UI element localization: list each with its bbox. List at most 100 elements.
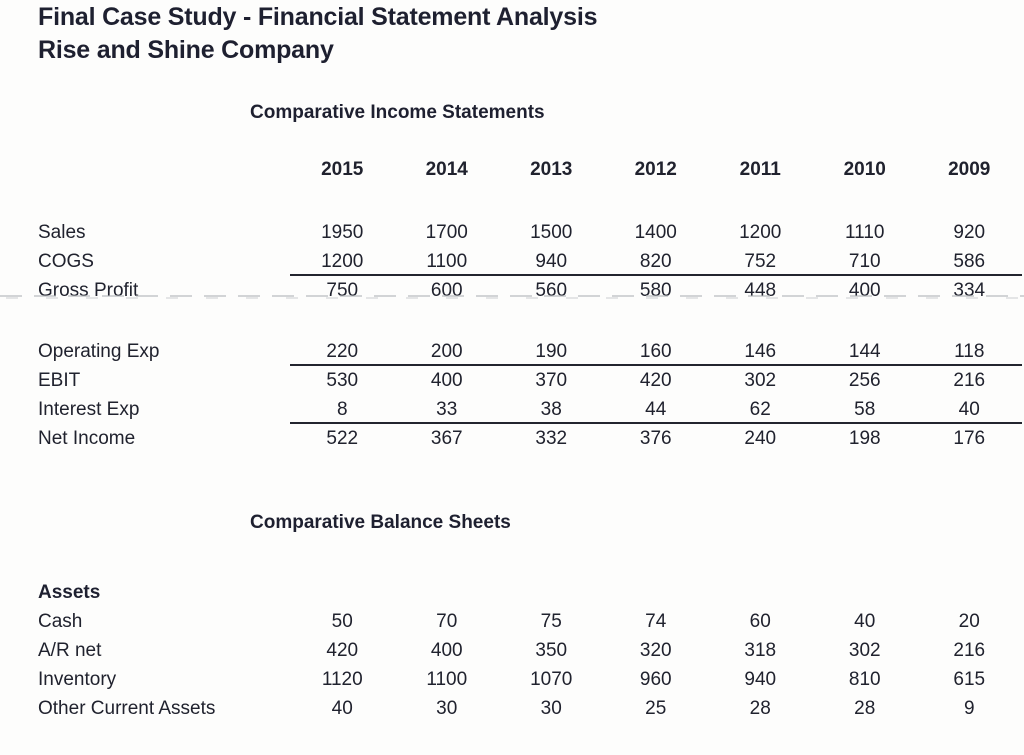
- value-cell: 144: [812, 337, 917, 366]
- row-label: A/R net: [38, 640, 102, 661]
- value-cell: 560: [535, 280, 568, 301]
- value-cell: 70: [436, 611, 458, 632]
- value-cell: 960: [639, 669, 672, 690]
- value-cell: 74: [645, 611, 667, 632]
- value-cell: 1200: [290, 247, 395, 276]
- value-cell: 400: [430, 640, 463, 661]
- row-interest-exp: Interest Exp 8 33 38 44 62 58 40: [38, 395, 1022, 424]
- row-operating-exp: Operating Exp 220 200 190 160 146 144 118: [38, 337, 1022, 366]
- row-label: Gross Profit: [38, 280, 139, 301]
- value-cell: 332: [535, 428, 568, 449]
- value-cell: 38: [499, 395, 604, 424]
- value-cell: 2013: [530, 159, 573, 180]
- value-cell: 40: [854, 611, 876, 632]
- value-cell: 198: [848, 428, 881, 449]
- year-header-row: 2015 2014 2013 2012 2011 2010 2009: [38, 155, 1022, 185]
- value-cell: 8: [290, 395, 395, 424]
- row-label: [38, 155, 290, 185]
- value-cell: 160: [603, 337, 708, 366]
- value-cell: 400: [430, 370, 463, 391]
- value-cell: 75: [540, 611, 562, 632]
- value-cell: 176: [953, 428, 986, 449]
- value-cell: 334: [953, 280, 986, 301]
- row-label: Sales: [38, 222, 86, 243]
- value-cell: 710: [812, 247, 917, 276]
- value-cell: 28: [854, 698, 876, 719]
- value-cell: 1100: [394, 247, 499, 276]
- value-cell: 2011: [739, 159, 781, 180]
- value-cell: 2009: [948, 159, 991, 180]
- table-spacer: [38, 185, 1021, 218]
- value-cell: 216: [953, 640, 986, 661]
- value-cell: 2010: [843, 159, 886, 180]
- row-inventory: Inventory 1120 1100 1070 960 940 810 615: [38, 665, 1022, 694]
- value-cell: 2012: [634, 159, 677, 180]
- value-cell: 530: [326, 370, 359, 391]
- value-cell: 240: [744, 428, 777, 449]
- row-cash: Cash 50 70 75 74 60 40 20: [38, 607, 1022, 636]
- value-cell: 615: [953, 669, 986, 690]
- value-cell: 1700: [425, 222, 468, 243]
- value-cell: 810: [848, 669, 881, 690]
- value-cell: 752: [708, 247, 813, 276]
- row-label: Cash: [38, 611, 83, 632]
- value-cell: 1400: [634, 222, 677, 243]
- value-cell: 25: [645, 698, 667, 719]
- value-cell: 318: [744, 640, 777, 661]
- value-cell: 302: [848, 640, 881, 661]
- assets-section-label: Assets: [38, 582, 101, 603]
- value-cell: 58: [812, 395, 917, 424]
- value-cell: 522: [326, 428, 359, 449]
- value-cell: 2014: [425, 159, 468, 180]
- value-cell: 28: [749, 698, 771, 719]
- value-cell: 1070: [530, 669, 573, 690]
- row-other-current-assets: Other Current Assets 40 30 30 25 28 28 9: [38, 694, 1022, 723]
- value-cell: 9: [963, 698, 975, 719]
- value-cell: 1200: [739, 222, 782, 243]
- value-cell: 920: [953, 222, 986, 243]
- row-cogs: COGS 1200 1100 940 820 752 710 586: [38, 247, 1022, 276]
- value-cell: 40: [331, 698, 353, 719]
- value-cell: 367: [430, 428, 463, 449]
- value-cell: 190: [499, 337, 604, 366]
- value-cell: 2015: [321, 159, 364, 180]
- value-cell: 376: [639, 428, 672, 449]
- value-cell: 118: [917, 337, 1022, 366]
- value-cell: 350: [535, 640, 568, 661]
- value-cell: 750: [326, 280, 359, 301]
- row-gross-profit: Gross Profit 750 600 560 580 448 400 334: [38, 276, 1022, 305]
- row-net-income: Net Income 522 367 332 376 240 198 176: [38, 424, 1022, 453]
- value-cell: 44: [603, 395, 708, 424]
- value-cell: 30: [436, 698, 458, 719]
- value-cell: 448: [744, 280, 777, 301]
- value-cell: 400: [848, 280, 881, 301]
- value-cell: 220: [290, 337, 395, 366]
- balance-sheet-heading: Comparative Balance Sheets: [250, 512, 511, 533]
- document-title: Final Case Study - Financial Statement A…: [38, 1, 597, 67]
- value-cell: 1120: [321, 669, 363, 690]
- value-cell: 420: [326, 640, 359, 661]
- value-cell: 20: [958, 611, 980, 632]
- row-label: Operating Exp: [38, 341, 160, 362]
- document-title-line2: Rise and Shine Company: [38, 36, 334, 64]
- row-label: Interest Exp: [38, 399, 140, 420]
- document-title-line1: Final Case Study - Financial Statement A…: [38, 3, 598, 31]
- value-cell: 586: [917, 247, 1022, 276]
- value-cell: 600: [430, 280, 463, 301]
- value-cell: 200: [394, 337, 499, 366]
- value-cell: 256: [848, 370, 881, 391]
- value-cell: 370: [535, 370, 568, 391]
- value-cell: 62: [708, 395, 813, 424]
- row-label: Net Income: [38, 428, 136, 449]
- value-cell: 216: [953, 370, 986, 391]
- value-cell: 420: [639, 370, 672, 391]
- value-cell: 50: [331, 611, 353, 632]
- balance-sheet-table: Cash 50 70 75 74 60 40 20 A/R net 420 400 350 320 318…: [38, 607, 1022, 723]
- row-label: Other Current Assets: [38, 698, 216, 719]
- value-cell: 40: [917, 395, 1022, 424]
- value-cell: 320: [639, 640, 672, 661]
- row-ebit: EBIT 530 400 370 420 302 256 216: [38, 366, 1022, 395]
- value-cell: 940: [499, 247, 604, 276]
- value-cell: 1950: [321, 222, 364, 243]
- value-cell: 1500: [530, 222, 573, 243]
